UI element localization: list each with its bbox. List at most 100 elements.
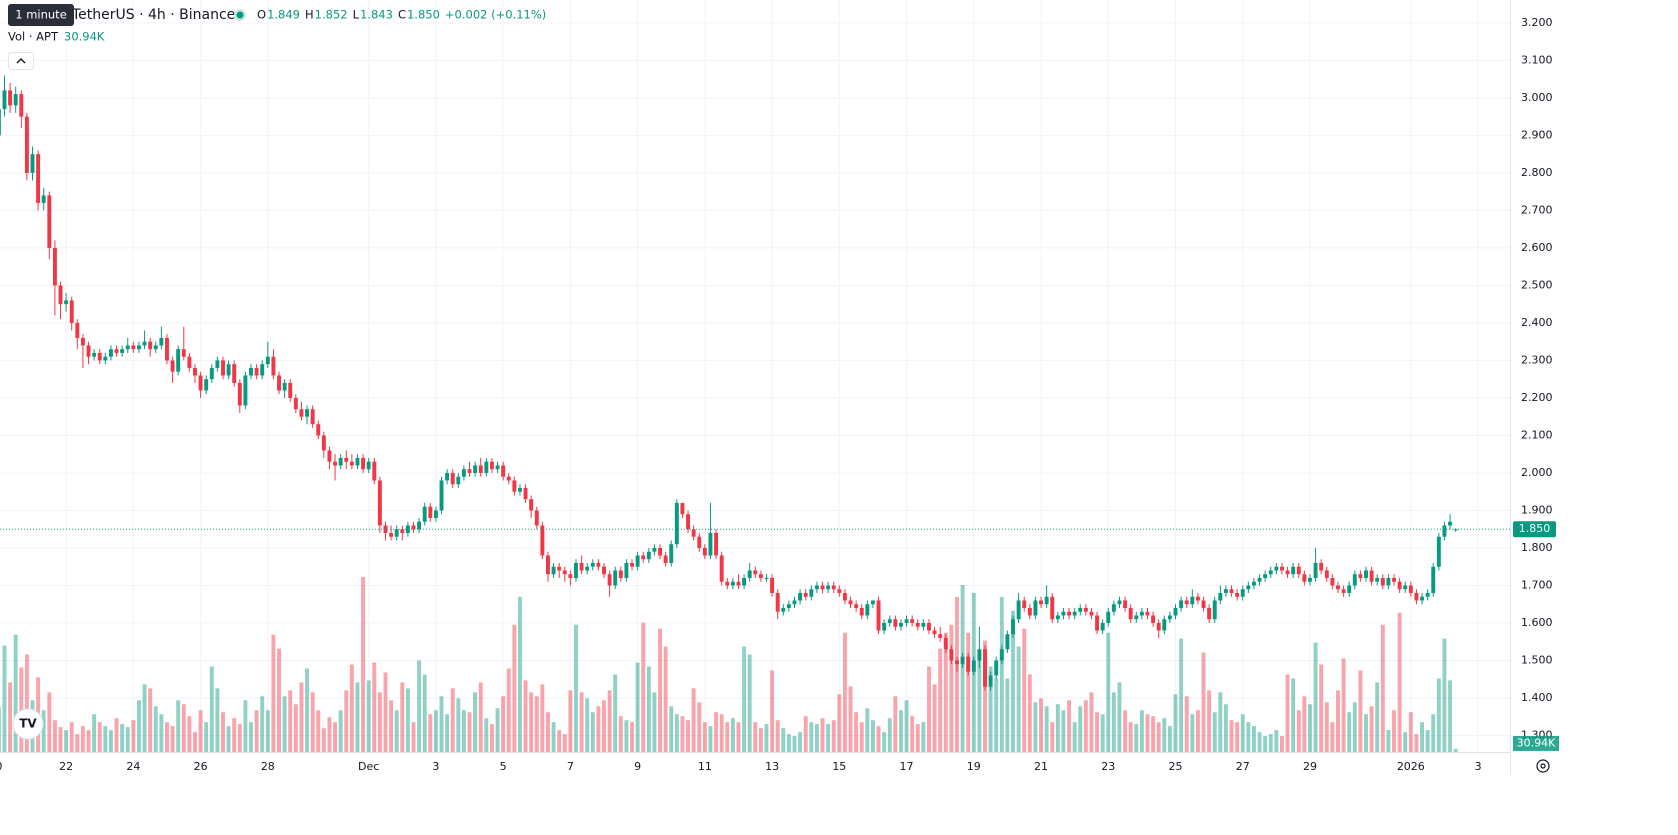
volume-bar (893, 696, 898, 752)
volume-bar (1156, 722, 1161, 752)
candle-body (131, 345, 136, 350)
volume-bar (1167, 726, 1172, 752)
logo-badge[interactable] (12, 708, 44, 740)
volume-bar (1016, 646, 1021, 752)
volume-bar (781, 728, 786, 752)
candle-body (422, 506, 427, 522)
candle-body (887, 619, 892, 623)
candle-body (1302, 574, 1307, 582)
candle-body (187, 356, 192, 368)
candle-body (1184, 600, 1189, 605)
candle-body (30, 154, 35, 173)
volume-bar (1431, 714, 1436, 752)
candle-body (299, 409, 304, 417)
settings-icon[interactable] (1536, 759, 1550, 773)
volume-bar (1414, 734, 1419, 752)
volume-bar (187, 716, 192, 752)
volume-bar (2, 645, 7, 752)
candle-body (1089, 611, 1094, 616)
volume-bar (540, 684, 545, 752)
candle-body (249, 367, 253, 376)
candle-body (344, 457, 349, 462)
volume-bar (64, 730, 69, 752)
x-tick-label: 23 (1101, 760, 1115, 773)
x-tick-label: 7 (567, 760, 574, 773)
candle-body (1151, 615, 1156, 623)
volume-bar (265, 710, 270, 752)
ohlc-text: +0.002 (+0.11%) (445, 8, 546, 22)
collapse-button[interactable] (8, 52, 34, 70)
volume-bar (1358, 670, 1363, 752)
volume-bar (691, 688, 696, 752)
volume-bar (165, 722, 169, 752)
candle-body (848, 600, 853, 605)
volume-bar (13, 634, 18, 752)
volume-bar (114, 718, 119, 752)
candle-body (624, 562, 629, 578)
x-tick-label: Dec (358, 760, 379, 773)
volume-bar (574, 624, 578, 752)
candle-body (1347, 585, 1352, 593)
candle-body (159, 337, 164, 346)
candle-body (988, 675, 993, 687)
candle-body (652, 547, 657, 552)
volume-bar (1184, 696, 1189, 752)
candle-body (277, 375, 281, 391)
volume-bar (80, 726, 85, 752)
candle-body (719, 555, 724, 582)
candle-body (478, 465, 483, 473)
volume-bar (994, 678, 999, 752)
volume-bar (478, 682, 483, 752)
candle-body (1016, 600, 1021, 620)
volume-bar (473, 692, 478, 752)
volume-bar (1246, 722, 1251, 752)
candle-body (876, 600, 881, 631)
candle-body (898, 622, 903, 627)
volume-bar (254, 710, 259, 752)
volume-bar (613, 674, 618, 752)
volume-bar (1195, 710, 1200, 752)
candle-body (58, 285, 63, 305)
candle-body (534, 510, 539, 526)
last-price-badge (1513, 521, 1556, 538)
volume-bar (635, 662, 640, 752)
candle-body (142, 341, 147, 346)
x-tick-label: 29 (1303, 760, 1317, 773)
y-tick-label: 2.000 (1521, 466, 1553, 479)
volume-bar (103, 726, 108, 752)
volume-bar (652, 692, 657, 752)
y-tick-label: 3.200 (1521, 16, 1553, 29)
volume-bar (798, 732, 803, 752)
candle-body (568, 574, 573, 578)
candle-body (1201, 600, 1206, 608)
volume-bar (887, 718, 892, 752)
volume-bar (1369, 706, 1374, 752)
volume-bar (938, 648, 943, 752)
candle-body (450, 472, 455, 485)
candle-body (770, 577, 775, 593)
volume-bar (237, 724, 242, 752)
volume-bar (747, 654, 752, 752)
tooltip-text: 1 minute (15, 8, 67, 22)
candle-body (831, 585, 836, 590)
volume-bar (1257, 732, 1262, 752)
candle-body (1106, 611, 1111, 623)
volume-bar (966, 632, 971, 752)
candle-body (865, 604, 870, 616)
volume-bar (19, 667, 24, 752)
volume-bar (714, 712, 719, 752)
candle-body (708, 532, 713, 556)
volume-bar (641, 622, 646, 752)
candle-body (13, 94, 18, 106)
candle-body (36, 154, 41, 203)
volume-bar (433, 710, 438, 752)
volume-bar (786, 734, 791, 752)
last-price-label: 1.850 (1519, 522, 1551, 535)
axes: 1.3001.4001.5001.6001.7001.8001.9002.000… (0, 0, 1559, 775)
volume-bar (120, 724, 125, 752)
volume-bar (1179, 638, 1184, 752)
volume-bar (529, 692, 534, 752)
candle-body (529, 499, 534, 511)
volume-bar (792, 736, 797, 752)
volume-bar (153, 706, 158, 752)
